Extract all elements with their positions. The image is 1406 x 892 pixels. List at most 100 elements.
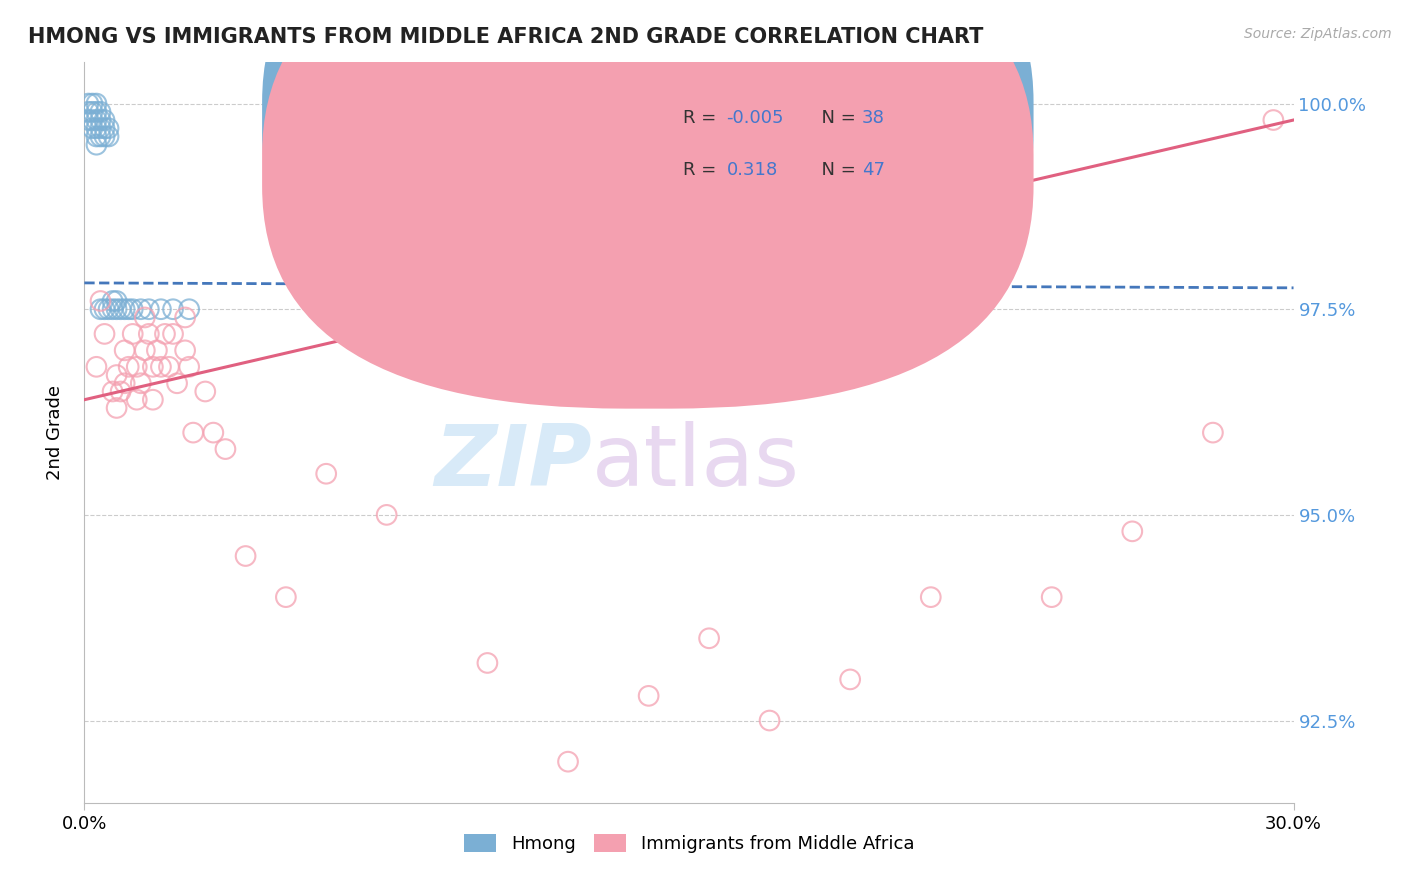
Point xyxy=(174,343,197,358)
Point xyxy=(274,590,297,604)
Point xyxy=(97,121,120,136)
Point xyxy=(118,302,141,317)
Point xyxy=(557,755,579,769)
Point xyxy=(174,310,197,325)
Point xyxy=(86,359,108,374)
Point xyxy=(82,113,104,128)
Point xyxy=(315,467,337,481)
Point xyxy=(138,326,160,341)
Point xyxy=(93,121,115,136)
Point xyxy=(105,293,128,308)
Point xyxy=(93,302,115,317)
Point xyxy=(157,359,180,374)
Point xyxy=(118,359,141,374)
Point xyxy=(134,310,156,325)
Point xyxy=(82,121,104,136)
Text: 38: 38 xyxy=(862,109,884,127)
Point xyxy=(149,302,172,317)
Point xyxy=(162,326,184,341)
Point xyxy=(375,508,398,522)
Point xyxy=(97,129,120,144)
Point xyxy=(214,442,236,456)
Point xyxy=(235,549,257,563)
Point xyxy=(1202,425,1225,440)
Point xyxy=(697,632,720,646)
Point xyxy=(110,302,132,317)
Point xyxy=(97,302,120,317)
Point xyxy=(121,302,143,317)
Point xyxy=(194,384,217,399)
Legend: Hmong, Immigrants from Middle Africa: Hmong, Immigrants from Middle Africa xyxy=(457,827,921,861)
Point xyxy=(77,96,100,111)
Point xyxy=(86,137,108,152)
Point xyxy=(637,689,659,703)
Point xyxy=(125,359,148,374)
Point xyxy=(114,343,136,358)
Point xyxy=(89,293,111,308)
Point xyxy=(86,104,108,119)
Text: atlas: atlas xyxy=(592,421,800,504)
Point xyxy=(77,104,100,119)
Point xyxy=(86,129,108,144)
Point xyxy=(105,368,128,382)
Point xyxy=(149,359,172,374)
Point xyxy=(93,113,115,128)
Point xyxy=(1040,590,1063,604)
Text: 47: 47 xyxy=(862,161,884,179)
Point xyxy=(82,104,104,119)
FancyBboxPatch shape xyxy=(610,81,991,195)
Point xyxy=(89,129,111,144)
Y-axis label: 2nd Grade: 2nd Grade xyxy=(45,385,63,480)
Point xyxy=(110,384,132,399)
FancyBboxPatch shape xyxy=(262,0,1033,356)
Point xyxy=(142,359,165,374)
Point xyxy=(1263,113,1285,128)
Point xyxy=(114,302,136,317)
Point xyxy=(129,302,152,317)
Point xyxy=(101,384,124,399)
Text: R =: R = xyxy=(683,161,721,179)
Point xyxy=(86,96,108,111)
Point xyxy=(77,113,100,128)
Text: -0.005: -0.005 xyxy=(727,109,785,127)
Point xyxy=(93,129,115,144)
Point xyxy=(138,302,160,317)
Text: N =: N = xyxy=(810,161,862,179)
Point xyxy=(86,113,108,128)
Text: R =: R = xyxy=(683,109,721,127)
Point xyxy=(153,326,176,341)
Point xyxy=(86,121,108,136)
Point xyxy=(89,104,111,119)
Point xyxy=(125,392,148,407)
Point xyxy=(758,714,780,728)
Point xyxy=(129,376,152,391)
FancyBboxPatch shape xyxy=(262,0,1033,409)
Text: Source: ZipAtlas.com: Source: ZipAtlas.com xyxy=(1244,27,1392,41)
Point xyxy=(105,302,128,317)
Point xyxy=(920,590,942,604)
Point xyxy=(142,392,165,407)
Point xyxy=(162,302,184,317)
Point xyxy=(101,302,124,317)
Point xyxy=(181,425,204,440)
Point xyxy=(89,302,111,317)
Text: 0.318: 0.318 xyxy=(727,161,778,179)
Point xyxy=(89,113,111,128)
Point xyxy=(202,425,225,440)
Point xyxy=(89,121,111,136)
Point xyxy=(839,673,862,687)
Point xyxy=(1121,524,1143,539)
Point xyxy=(114,376,136,391)
Point xyxy=(166,376,188,391)
Point xyxy=(105,401,128,415)
Text: HMONG VS IMMIGRANTS FROM MIDDLE AFRICA 2ND GRADE CORRELATION CHART: HMONG VS IMMIGRANTS FROM MIDDLE AFRICA 2… xyxy=(28,27,983,46)
Point xyxy=(134,343,156,358)
Point xyxy=(93,326,115,341)
Point xyxy=(179,359,201,374)
Point xyxy=(477,656,499,670)
Point xyxy=(82,96,104,111)
Point xyxy=(121,326,143,341)
Point xyxy=(146,343,169,358)
Text: ZIP: ZIP xyxy=(434,421,592,504)
Text: N =: N = xyxy=(810,109,862,127)
